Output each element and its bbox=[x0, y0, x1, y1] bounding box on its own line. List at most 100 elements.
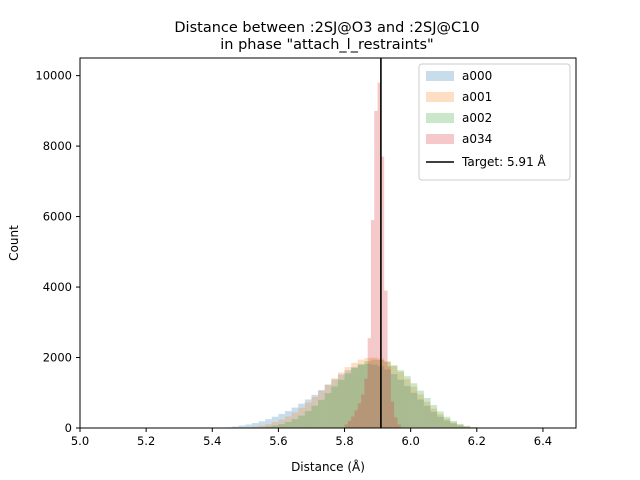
histogram-bar bbox=[397, 370, 405, 428]
histogram-bar bbox=[318, 399, 325, 428]
histogram-bar bbox=[384, 369, 391, 428]
histogram-bar bbox=[384, 290, 388, 428]
histogram-bar bbox=[364, 361, 371, 428]
histogram-bar bbox=[298, 415, 305, 428]
histogram-bar bbox=[384, 361, 391, 428]
histogram-bar bbox=[380, 156, 385, 428]
histogram-bar bbox=[304, 402, 312, 428]
histogram-bar bbox=[354, 410, 358, 428]
histogram-bar bbox=[331, 379, 338, 428]
histogram-bar bbox=[318, 389, 325, 428]
histogram-bar bbox=[367, 338, 371, 428]
histogram-bar bbox=[417, 394, 424, 428]
legend-swatch-a002 bbox=[426, 113, 454, 123]
legend-label-a002: a002 bbox=[462, 111, 492, 125]
histogram-bar bbox=[450, 423, 457, 428]
histogram-bar bbox=[351, 367, 358, 428]
x-tick-label: 5.6 bbox=[269, 434, 287, 448]
histogram-bar bbox=[450, 422, 457, 428]
histogram-bar bbox=[238, 425, 246, 428]
histogram-bar bbox=[271, 422, 279, 428]
x-tick-label: 6.0 bbox=[402, 434, 420, 448]
legend-swatch-a000 bbox=[426, 71, 454, 81]
histogram-bar bbox=[404, 386, 411, 428]
histogram-bar bbox=[357, 403, 362, 428]
histogram-bar bbox=[384, 361, 391, 428]
histogram-bar bbox=[311, 405, 319, 428]
x-axis-ticks: 5.0 5.2 5.4 5.6 5.8 6.0 6.2 6.4 bbox=[71, 428, 552, 448]
plot-frame bbox=[79, 57, 577, 429]
legend-entries: a000 a001 a002 a034 Target: 5.91 Å bbox=[426, 69, 547, 169]
histogram-bar bbox=[331, 378, 338, 428]
histogram-bar bbox=[417, 399, 424, 428]
histogram-bar bbox=[251, 423, 259, 428]
histogram-bar bbox=[278, 424, 286, 428]
series-a001-bars bbox=[245, 357, 477, 428]
histogram-bar bbox=[298, 407, 305, 428]
histogram-bar bbox=[251, 426, 259, 428]
y-axis-label: Count bbox=[7, 225, 21, 261]
histogram-bar bbox=[387, 366, 391, 428]
histogram-bar bbox=[437, 416, 444, 428]
x-tick-label: 6.4 bbox=[534, 434, 552, 448]
histogram-bar bbox=[351, 416, 355, 428]
y-tick-label: 4000 bbox=[43, 280, 72, 294]
histogram-bar bbox=[324, 384, 332, 428]
y-axis-ticks: 0 2000 4000 6000 8000 10000 bbox=[35, 69, 80, 435]
histogram-bar bbox=[463, 426, 471, 428]
y-tick-label: 10000 bbox=[35, 69, 72, 83]
histogram-bar bbox=[258, 421, 266, 428]
histogram-bar bbox=[361, 394, 365, 428]
histogram-bar bbox=[285, 422, 292, 428]
histogram-bars bbox=[225, 82, 477, 429]
y-tick-label: 8000 bbox=[43, 139, 72, 153]
histogram-bar bbox=[258, 425, 266, 428]
histogram-bar bbox=[285, 416, 292, 428]
legend-label-a034: a034 bbox=[462, 132, 492, 146]
histogram-bar bbox=[423, 398, 431, 428]
histogram-bar bbox=[443, 420, 451, 428]
histogram-bar bbox=[324, 384, 332, 428]
histogram-bar bbox=[443, 416, 451, 428]
histogram-bar bbox=[390, 365, 398, 428]
histogram-bar bbox=[337, 374, 345, 428]
histogram-bar bbox=[344, 424, 348, 428]
histogram-bar bbox=[351, 368, 358, 428]
histogram-bar bbox=[337, 372, 345, 428]
histogram-bar bbox=[265, 426, 272, 428]
histogram-bar bbox=[456, 423, 464, 428]
histogram-bar bbox=[370, 220, 375, 428]
histogram-bar bbox=[364, 378, 368, 428]
legend-label-target: Target: 5.91 Å bbox=[461, 154, 547, 169]
histogram-bar bbox=[331, 386, 338, 428]
y-tick-label: 2000 bbox=[43, 351, 72, 365]
histogram-bar bbox=[271, 416, 279, 428]
histogram-bar bbox=[417, 390, 424, 428]
x-tick-label: 5.0 bbox=[71, 434, 89, 448]
histogram-bar bbox=[351, 362, 358, 428]
histogram-bar bbox=[291, 419, 299, 428]
histogram-bar bbox=[437, 414, 444, 428]
histogram-bar bbox=[311, 396, 319, 428]
chart-subtitle: in phase "attach_l_restraints" bbox=[220, 37, 433, 53]
histogram-bar bbox=[344, 370, 352, 428]
histogram-bar bbox=[423, 405, 431, 428]
histogram-bar bbox=[357, 363, 365, 428]
histogram-bar bbox=[430, 408, 438, 428]
histogram-bar bbox=[364, 363, 371, 428]
histogram-bar bbox=[278, 419, 286, 428]
histogram-bar bbox=[357, 359, 365, 428]
histogram-bar bbox=[394, 417, 398, 428]
y-tick-label: 6000 bbox=[43, 210, 72, 224]
histogram-bar bbox=[265, 419, 272, 428]
histogram-bar bbox=[404, 379, 411, 428]
histogram-bar bbox=[304, 411, 312, 428]
series-a034-bars bbox=[344, 82, 401, 429]
legend: a000 a001 a002 a034 Target: 5.91 Å bbox=[418, 63, 571, 181]
histogram-bar bbox=[397, 371, 405, 428]
histogram-bar bbox=[370, 359, 378, 428]
histogram-bar bbox=[278, 413, 286, 428]
histogram-bar bbox=[410, 386, 418, 428]
histogram-bar bbox=[397, 424, 401, 428]
